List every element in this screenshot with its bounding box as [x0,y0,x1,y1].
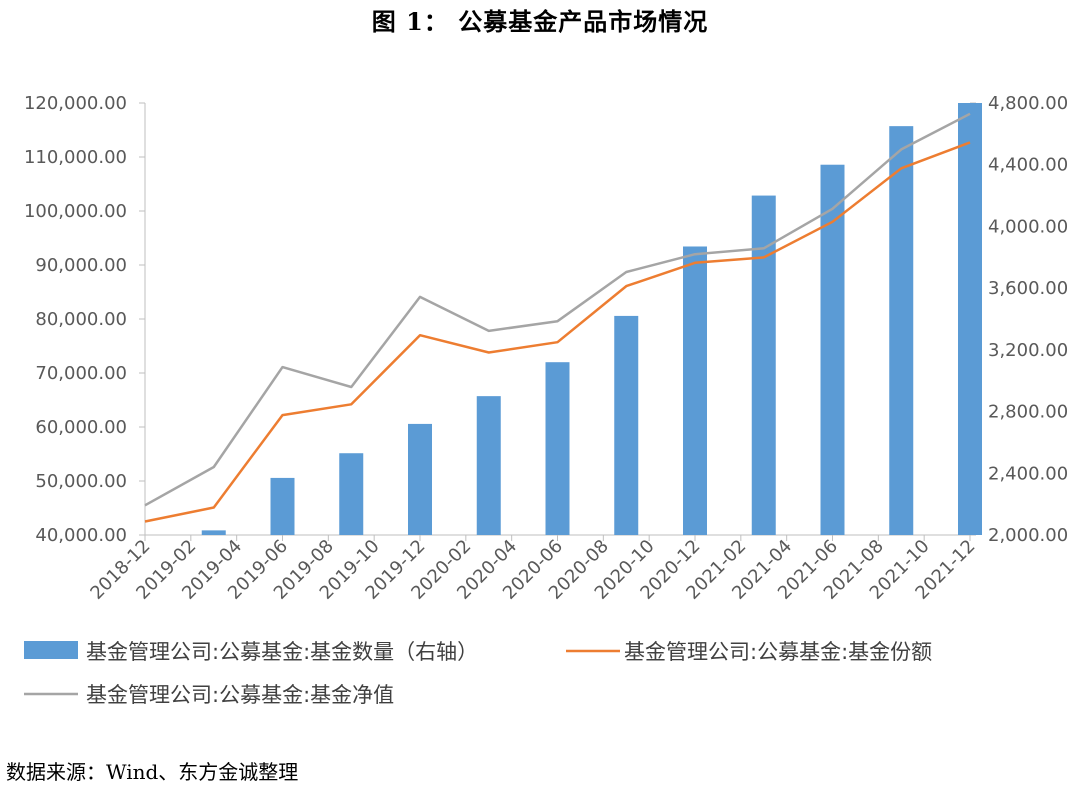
legend: 基金管理公司:公募基金:基金数量（右轴） 基金管理公司:公募基金:基金份额基金管理… [24,640,932,707]
bar [683,246,707,535]
right-tick-label: 2,400.00 [988,463,1068,484]
left-tick-label: 40,000.00 [35,525,127,546]
nav-line [144,112,971,507]
left-tick-label: 50,000.00 [35,471,127,492]
right-tick-label: 4,800.00 [988,93,1068,114]
right-tick-label: 2,000.00 [988,525,1068,546]
bar [408,423,432,535]
bar [751,195,776,536]
legend-swatch-bar [24,641,78,659]
x-tick-labels: 2018-122019-022019-042019-062019-082019-… [86,535,980,604]
right-tick-label: 2,800.00 [988,402,1068,423]
legend-label-share: 基金管理公司:公募基金:基金份额 [624,640,932,664]
bar [958,103,982,535]
right-tick-label: 4,400.00 [988,155,1068,176]
right-tick-label: 3,200.00 [988,340,1068,361]
chart-title: 图 1： 公募基金产品市场情况 [371,7,709,36]
left-tick-label: 110,000.00 [24,147,127,168]
line-series [144,112,971,523]
left-tick-label: 80,000.00 [35,309,127,330]
chart-canvas: 40,000.00 50,000.00 60,000.00 70,000.00 80,0… [24,93,1068,707]
bar [545,362,570,535]
bar [339,453,364,535]
bar-series [201,103,982,536]
bar [201,530,226,535]
bar [476,396,501,535]
left-tick-label: 90,000.00 [35,255,127,276]
left-tick-label: 120,000.00 [24,93,127,114]
source-note: 数据来源：Wind、东方金诚整理 [6,760,299,784]
bar [270,477,295,535]
bar [889,126,914,536]
legend-label-count: 基金管理公司:公募基金:基金数量（右轴） [86,640,478,664]
left-tick-label: 100,000.00 [24,201,127,222]
left-tick-label: 70,000.00 [35,363,127,384]
bar [614,315,639,535]
share-line [144,141,971,523]
legend-label-nav: 基金管理公司:公募基金:基金净值 [86,683,394,707]
right-tick-label: 4,000.00 [988,216,1068,237]
left-tick-label: 60,000.00 [35,417,127,438]
right-tick-label: 3,600.00 [988,278,1068,299]
